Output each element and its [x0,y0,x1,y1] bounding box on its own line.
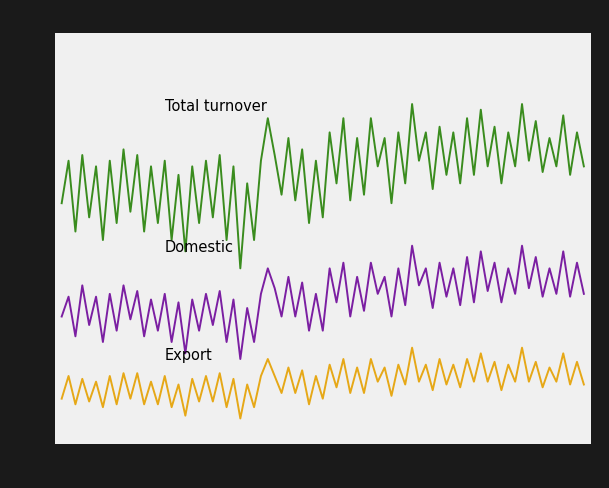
Text: Total turnover: Total turnover [165,99,267,114]
Text: Export: Export [165,347,213,362]
Text: Domestic: Domestic [165,240,234,255]
